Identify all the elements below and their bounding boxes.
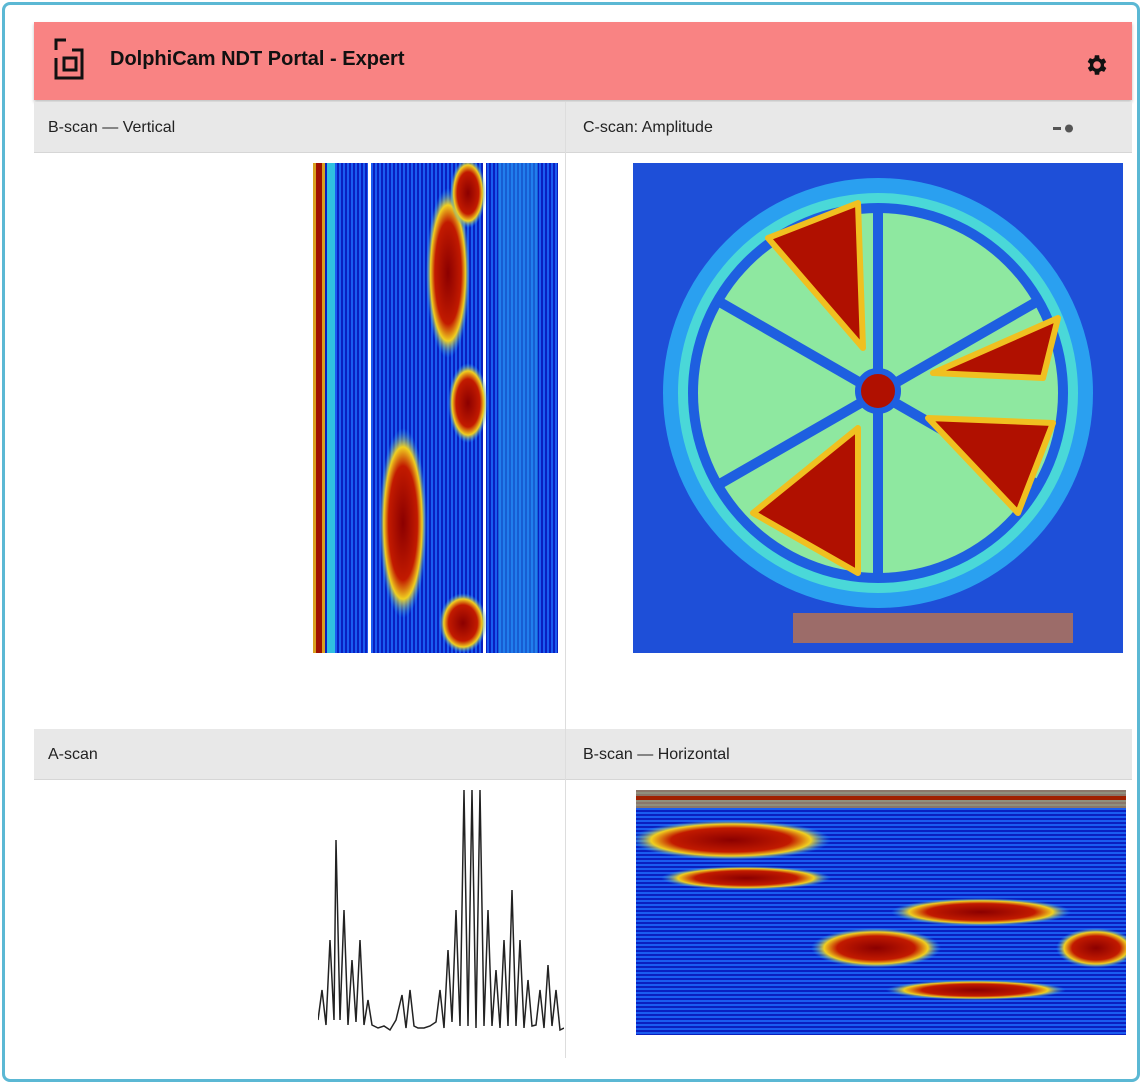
panel-header: B-scan — Vertical	[34, 102, 565, 153]
b-scan-vertical-image	[313, 163, 558, 653]
settings-button[interactable]	[1084, 52, 1110, 78]
page: DolphiCam NDT Portal - Expert B-scan — V…	[0, 0, 1145, 1066]
panel-header: C-scan: Amplitude	[566, 102, 1132, 153]
panel-header: B-scan — Horizontal	[566, 729, 1132, 780]
divider	[565, 102, 566, 1058]
toggle[interactable]	[1050, 120, 1080, 136]
panel-title: B-scan — Horizontal	[583, 746, 730, 763]
b-scan-horizontal-image	[636, 790, 1126, 1035]
app-header: DolphiCam NDT Portal - Expert	[34, 22, 1132, 100]
panel-title: C-scan: Amplitude	[583, 119, 713, 136]
c-scan-image	[633, 163, 1123, 653]
a-scan-waveform	[318, 790, 564, 1035]
panel-title: A-scan	[48, 746, 98, 763]
panel-title: B-scan — Vertical	[48, 119, 175, 136]
logo	[52, 36, 88, 82]
panel-header: A-scan	[34, 729, 565, 780]
app-title: DolphiCam NDT Portal - Expert	[110, 48, 404, 71]
